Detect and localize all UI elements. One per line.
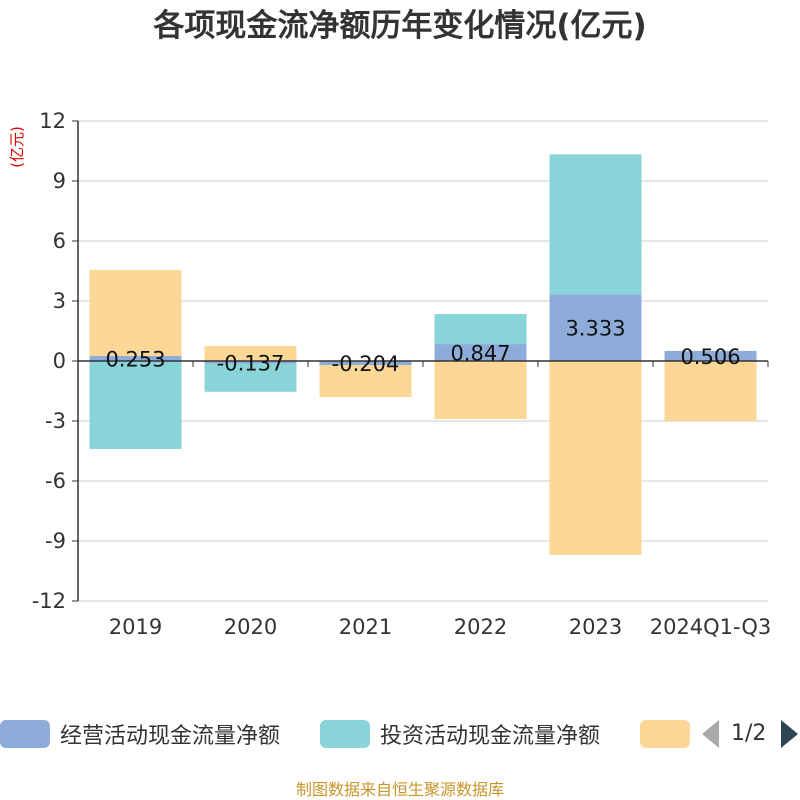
legend-prev-page-button[interactable] bbox=[702, 720, 719, 748]
bar-series-3-2024Q1-Q3[interactable] bbox=[664, 361, 757, 421]
data-label: 3.333 bbox=[565, 317, 625, 341]
source-note: 制图数据来自恒生聚源数据库 bbox=[295, 780, 504, 799]
data-label: 0.847 bbox=[450, 342, 510, 366]
x-tick-label: 2024Q1-Q3 bbox=[650, 615, 772, 639]
axes: 12 9 6 3 0 -3 -6 -9 -12 2019 2020 2021 2022 2023 2024Q… bbox=[32, 109, 772, 639]
bar-series-3-2019[interactable] bbox=[89, 269, 182, 356]
chart-plot: 12 9 6 3 0 -3 -6 -9 -12 2019 2020 2021 2022 2023 2024Q… bbox=[8, 109, 772, 639]
chart-title: 各项现金流净额历年变化情况(亿元) bbox=[153, 8, 647, 44]
data-label: -0.137 bbox=[217, 351, 285, 375]
y-tick-label: 3 bbox=[53, 289, 66, 313]
y-tick-label: 9 bbox=[53, 169, 66, 193]
y-tick-label: 6 bbox=[53, 229, 66, 253]
bar-series-3-2023[interactable] bbox=[549, 361, 642, 555]
bars bbox=[89, 154, 757, 555]
x-tick-label: 2021 bbox=[339, 615, 392, 639]
data-labels: 0.253 -0.137 -0.204 0.847 3.333 0.506 bbox=[105, 317, 740, 376]
bar-series-2-2022[interactable] bbox=[434, 314, 527, 345]
x-tick-label: 2023 bbox=[569, 615, 622, 639]
bar-series-1-2021[interactable] bbox=[319, 361, 412, 366]
legend-next-page-button[interactable] bbox=[781, 720, 798, 748]
bar-series-2-2020[interactable] bbox=[204, 363, 297, 392]
legend-item-2[interactable]: 投资活动现金流量净额 bbox=[320, 716, 600, 752]
y-tick-label: -9 bbox=[45, 529, 66, 553]
bar-series-1-2024Q1-Q3[interactable] bbox=[664, 350, 757, 361]
legend-item-1[interactable]: 经营活动现金流量净额 bbox=[0, 716, 280, 752]
data-label: 0.253 bbox=[105, 347, 165, 371]
legend-pager: 1/2 bbox=[700, 718, 800, 752]
bar-series-1-2020[interactable] bbox=[204, 361, 297, 364]
bar-series-3-2021[interactable] bbox=[319, 365, 412, 398]
grid-lines bbox=[78, 120, 768, 602]
y-tick-label: -6 bbox=[45, 469, 66, 493]
bar-series-2-2023[interactable] bbox=[549, 154, 642, 295]
x-tick-label: 2022 bbox=[454, 615, 507, 639]
y-axis-label: (亿元) bbox=[8, 126, 26, 168]
bar-series-1-2022[interactable] bbox=[434, 344, 527, 361]
bar-series-1-2023[interactable] bbox=[549, 294, 642, 361]
legend-swatch bbox=[640, 720, 690, 748]
bar-series-2-2019[interactable] bbox=[89, 361, 182, 449]
legend: 经营活动现金流量净额 投资活动现金流量净额 bbox=[0, 716, 800, 752]
legend-swatch bbox=[320, 720, 370, 748]
bar-series-1-2019[interactable] bbox=[89, 355, 182, 361]
x-tick-label: 2020 bbox=[224, 615, 277, 639]
bar-series-3-2022[interactable] bbox=[434, 361, 527, 419]
bar-series-3-2020[interactable] bbox=[204, 346, 297, 361]
data-label: 0.506 bbox=[680, 345, 740, 369]
legend-swatch bbox=[0, 720, 50, 748]
y-tick-label: 0 bbox=[53, 349, 66, 373]
legend-label: 经营活动现金流量净额 bbox=[60, 724, 281, 749]
y-tick-label: -12 bbox=[32, 589, 66, 613]
legend-label: 投资活动现金流量净额 bbox=[380, 724, 601, 749]
data-label: -0.204 bbox=[332, 352, 400, 376]
y-tick-label: -3 bbox=[45, 409, 66, 433]
legend-page-indicator: 1/2 bbox=[731, 721, 767, 746]
x-tick-label: 2019 bbox=[109, 615, 162, 639]
y-tick-label: 12 bbox=[39, 109, 66, 133]
legend-item-3[interactable] bbox=[640, 716, 690, 752]
